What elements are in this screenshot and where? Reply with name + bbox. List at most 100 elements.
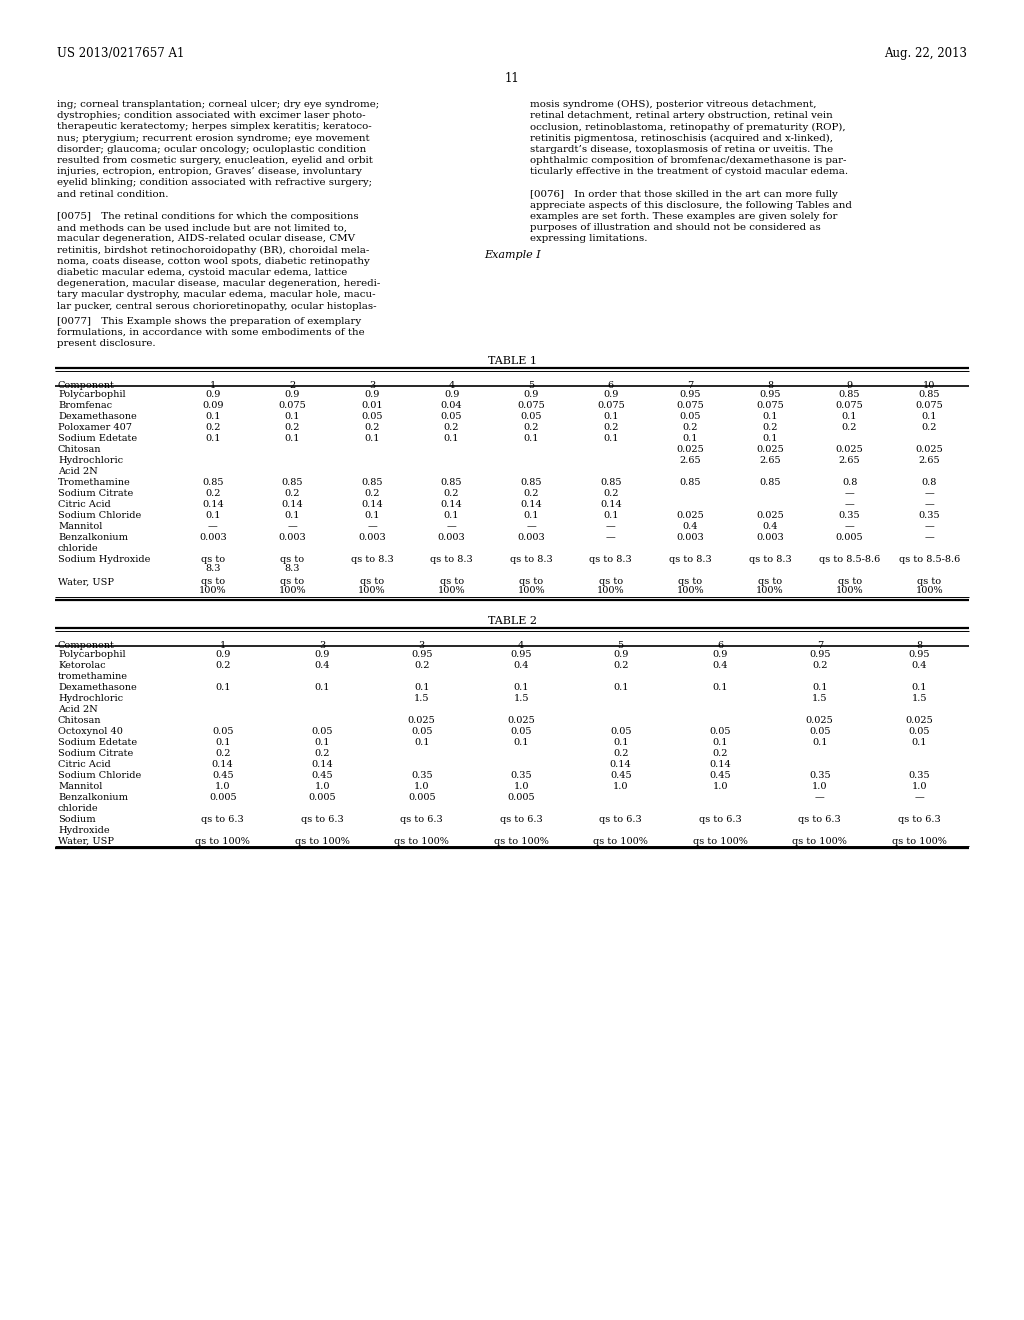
Text: 0.2: 0.2 (314, 748, 330, 758)
Text: 0.2: 0.2 (285, 424, 300, 433)
Text: 0.1: 0.1 (922, 412, 937, 421)
Text: 0.95: 0.95 (511, 649, 532, 659)
Text: qs to 8.3: qs to 8.3 (350, 556, 393, 565)
Text: 0.35: 0.35 (919, 511, 940, 520)
Text: 100%: 100% (836, 586, 863, 595)
Text: 100%: 100% (756, 586, 783, 595)
Text: Water, USP: Water, USP (58, 577, 114, 586)
Text: Chitosan: Chitosan (58, 445, 101, 454)
Text: noma, coats disease, cotton wool spots, diabetic retinopathy: noma, coats disease, cotton wool spots, … (57, 257, 370, 265)
Text: Hydroxide: Hydroxide (58, 826, 110, 834)
Text: Sodium Citrate: Sodium Citrate (58, 490, 133, 499)
Text: 0.1: 0.1 (713, 682, 728, 692)
Text: qs to: qs to (918, 577, 941, 586)
Text: Chitosan: Chitosan (58, 715, 101, 725)
Text: 0.9: 0.9 (314, 649, 330, 659)
Text: tromethamine: tromethamine (58, 672, 128, 681)
Text: qs to 100%: qs to 100% (295, 837, 349, 846)
Text: chloride: chloride (58, 544, 98, 553)
Text: qs to 100%: qs to 100% (793, 837, 847, 846)
Text: qs to 6.3: qs to 6.3 (898, 814, 941, 824)
Text: —: — (606, 523, 615, 532)
Text: 4: 4 (518, 642, 524, 649)
Text: 0.2: 0.2 (285, 490, 300, 499)
Text: 0.003: 0.003 (517, 533, 545, 543)
Text: Sodium Chloride: Sodium Chloride (58, 511, 141, 520)
Text: 1.0: 1.0 (215, 781, 230, 791)
Text: 100%: 100% (438, 586, 466, 595)
Text: 0.95: 0.95 (809, 649, 830, 659)
Text: qs to 100%: qs to 100% (693, 837, 748, 846)
Text: 0.075: 0.075 (517, 401, 545, 411)
Text: 0.1: 0.1 (205, 511, 220, 520)
Text: Acid 2N: Acid 2N (58, 467, 97, 477)
Text: 0.1: 0.1 (414, 738, 429, 747)
Text: ing; corneal transplantation; corneal ulcer; dry eye syndrome;: ing; corneal transplantation; corneal ul… (57, 100, 379, 110)
Text: 11: 11 (505, 73, 519, 84)
Text: qs to 100%: qs to 100% (494, 837, 549, 846)
Text: —: — (925, 490, 934, 499)
Text: Hydrochloric: Hydrochloric (58, 457, 123, 466)
Text: 0.95: 0.95 (680, 391, 701, 400)
Text: 0.1: 0.1 (443, 434, 460, 444)
Text: qs to: qs to (439, 577, 464, 586)
Text: 0.2: 0.2 (443, 490, 460, 499)
Text: 0.4: 0.4 (762, 523, 778, 532)
Text: Ketorolac: Ketorolac (58, 661, 105, 669)
Text: 1.0: 1.0 (911, 781, 927, 791)
Text: 0.1: 0.1 (613, 682, 629, 692)
Text: 2.65: 2.65 (919, 457, 940, 466)
Text: 0.025: 0.025 (507, 715, 536, 725)
Text: qs to 8.5-8.6: qs to 8.5-8.6 (899, 556, 959, 565)
Text: Sodium Hydroxide: Sodium Hydroxide (58, 556, 151, 565)
Text: 1.5: 1.5 (911, 694, 927, 702)
Text: 1: 1 (219, 642, 226, 649)
Text: 0.9: 0.9 (205, 391, 220, 400)
Text: 0.1: 0.1 (603, 412, 618, 421)
Text: Sodium Edetate: Sodium Edetate (58, 434, 137, 444)
Text: 0.45: 0.45 (212, 771, 233, 780)
Text: 0.075: 0.075 (279, 401, 306, 411)
Text: —: — (606, 533, 615, 543)
Text: 0.075: 0.075 (756, 401, 784, 411)
Text: 5: 5 (617, 642, 624, 649)
Text: 0.14: 0.14 (520, 500, 542, 510)
Text: qs to: qs to (201, 577, 225, 586)
Text: 0.85: 0.85 (759, 478, 780, 487)
Text: 0.05: 0.05 (520, 412, 542, 421)
Text: Polycarbophil: Polycarbophil (58, 649, 126, 659)
Text: 0.2: 0.2 (603, 424, 618, 433)
Text: qs to 6.3: qs to 6.3 (599, 814, 642, 824)
Text: 0.1: 0.1 (365, 511, 380, 520)
Text: Poloxamer 407: Poloxamer 407 (58, 424, 132, 433)
Text: 5: 5 (528, 381, 535, 391)
Text: 0.2: 0.2 (365, 424, 380, 433)
Text: 0.003: 0.003 (199, 533, 226, 543)
Text: 0.01: 0.01 (361, 401, 383, 411)
Text: 2.65: 2.65 (839, 457, 860, 466)
Text: 3: 3 (419, 642, 425, 649)
Text: 100%: 100% (677, 586, 705, 595)
Text: 0.025: 0.025 (677, 511, 705, 520)
Text: therapeutic keratectomy; herpes simplex keratitis; keratoco-: therapeutic keratectomy; herpes simplex … (57, 123, 372, 132)
Text: 1.5: 1.5 (513, 694, 529, 702)
Text: 2.65: 2.65 (680, 457, 701, 466)
Text: 0.025: 0.025 (915, 445, 943, 454)
Text: Acid 2N: Acid 2N (58, 705, 97, 714)
Text: 0.1: 0.1 (523, 434, 539, 444)
Text: Polycarbophil: Polycarbophil (58, 391, 126, 400)
Text: 100%: 100% (279, 586, 306, 595)
Text: 0.4: 0.4 (683, 523, 698, 532)
Text: 1: 1 (210, 381, 216, 391)
Text: 1.0: 1.0 (314, 781, 330, 791)
Text: ticularly effective in the treatment of cystoid macular edema.: ticularly effective in the treatment of … (530, 168, 848, 176)
Text: 6: 6 (717, 642, 723, 649)
Text: Component: Component (58, 642, 115, 649)
Text: 0.05: 0.05 (809, 727, 830, 735)
Text: 0.1: 0.1 (762, 434, 778, 444)
Text: 0.4: 0.4 (513, 661, 529, 669)
Text: [0077] This Example shows the preparation of exemplary: [0077] This Example shows the preparatio… (57, 317, 361, 326)
Text: 0.025: 0.025 (677, 445, 705, 454)
Text: 0.2: 0.2 (713, 748, 728, 758)
Text: eyelid blinking; condition associated with refractive surgery;: eyelid blinking; condition associated wi… (57, 178, 372, 187)
